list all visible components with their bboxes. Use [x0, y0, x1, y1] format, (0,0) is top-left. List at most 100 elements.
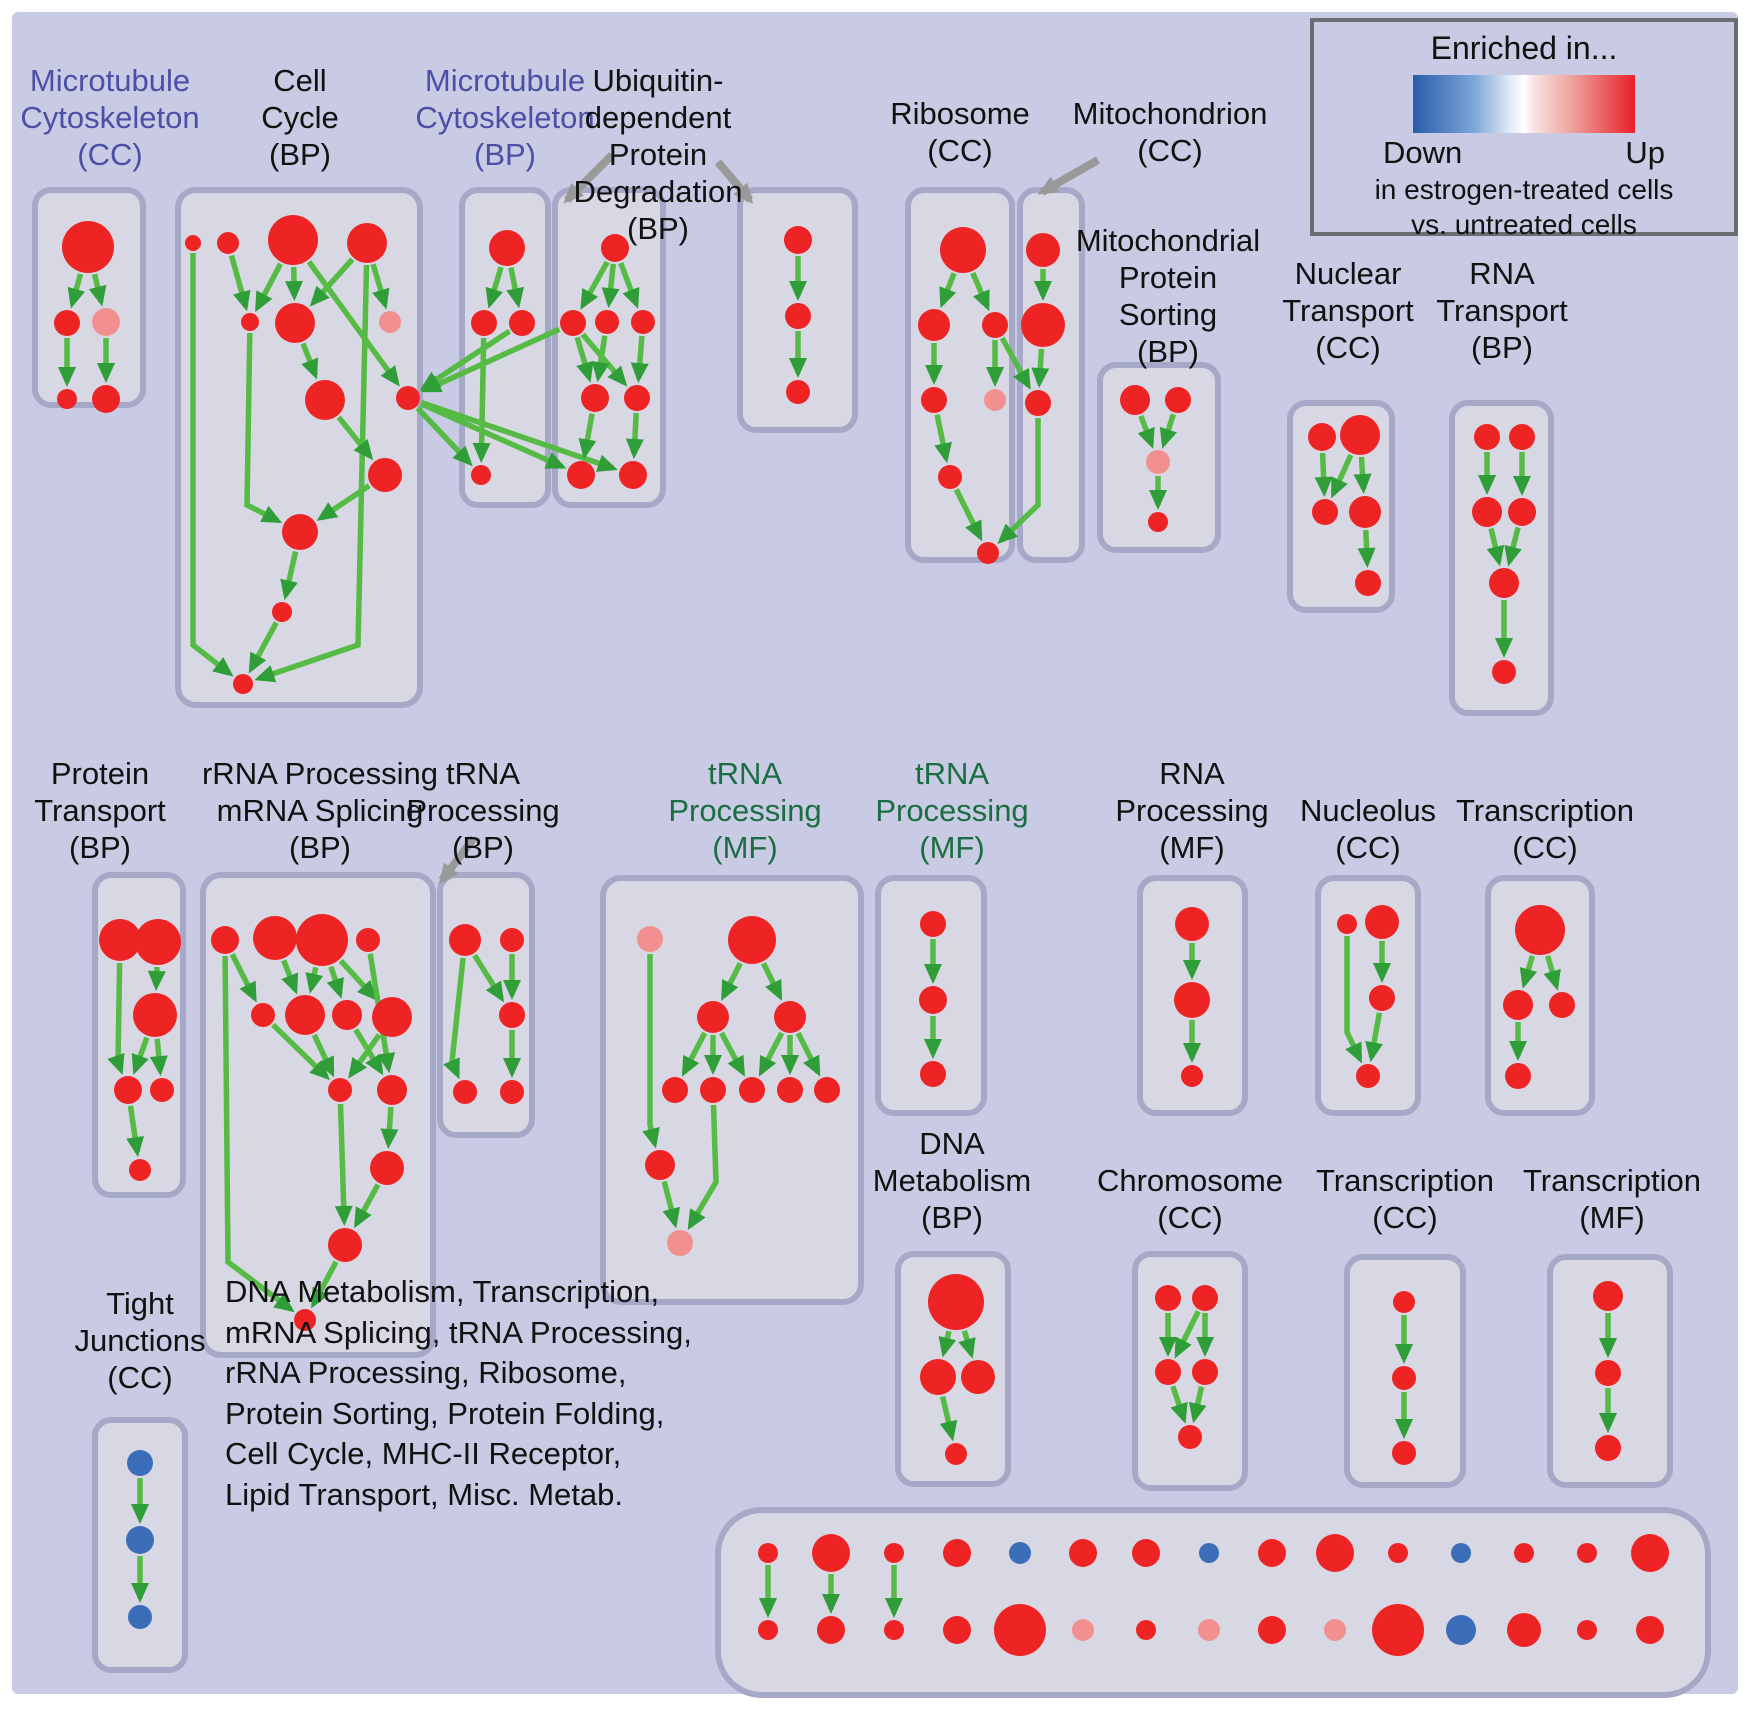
node-sb12 [1446, 1615, 1476, 1645]
edge-arrow [1365, 1012, 1383, 1063]
node-st15 [1631, 1534, 1669, 1572]
node-rt2 [1509, 424, 1535, 450]
edge-arrow [338, 958, 378, 1001]
label-transcription-cc-row3: Transcription (CC) [1315, 1163, 1495, 1235]
node-rr_b [253, 916, 297, 960]
edge-arrow [938, 1330, 957, 1358]
edge-arrow [719, 1031, 746, 1077]
edge-arrow [601, 263, 620, 309]
node-sb1 [758, 1620, 778, 1640]
node-nt4 [1349, 496, 1381, 528]
label-ubiquitin: Ubiquitin- dependent Protein Degradation… [573, 63, 743, 246]
node-mps3 [1146, 450, 1170, 474]
node-tm_m1 [697, 1001, 729, 1033]
node-cc_s [272, 602, 292, 622]
edge-arrow [1170, 1385, 1188, 1424]
edge-arrow [370, 263, 390, 310]
node-rib_b [982, 312, 1008, 338]
node-tc2_r [1549, 992, 1575, 1018]
node-mit3 [1025, 390, 1051, 416]
node-pt5 [150, 1078, 174, 1102]
node-rt6 [1492, 660, 1516, 684]
edge-arrow [420, 326, 561, 393]
node-sb10 [1324, 1619, 1346, 1641]
edge-arrow [311, 1260, 339, 1309]
edge-arrow [720, 961, 743, 1001]
edge-arrow [472, 337, 491, 463]
node-tb_e [500, 1080, 524, 1104]
node-tn3 [920, 1061, 946, 1087]
edge-arrow [107, 962, 125, 1075]
node-st6 [1069, 1539, 1097, 1567]
node-rr_e2 [285, 995, 325, 1035]
pointer-mitochondrion-box [1037, 156, 1100, 196]
label-nuclear-transport: Nuclear Transport (CC) [1282, 256, 1414, 365]
node-st10 [1316, 1534, 1354, 1572]
node-nu2 [1365, 905, 1399, 939]
label-mito-sorting: Mitochondrial Protein Sorting (BP) [1075, 223, 1261, 369]
node-mbp1 [489, 230, 525, 266]
edge-arrow [126, 1105, 144, 1158]
edge-arrow [228, 254, 251, 312]
node-nu3 [1369, 985, 1395, 1011]
label-nucleolus: Nucleolus (CC) [1299, 793, 1437, 865]
node-tmf3 [1595, 1435, 1621, 1461]
node-cc_pk [379, 311, 401, 333]
node-mbp4 [471, 465, 491, 485]
node-cc_hub [396, 386, 420, 410]
node-nt2 [1340, 415, 1380, 455]
node-tm_pkb [667, 1230, 693, 1256]
node-st9 [1258, 1539, 1286, 1567]
node-ubB1 [784, 226, 812, 254]
node-nt1 [1308, 423, 1336, 451]
edge-arrow [1504, 526, 1522, 567]
node-sb4 [943, 1616, 971, 1644]
edge-arrow [300, 342, 319, 380]
edge-arrow [1486, 527, 1505, 567]
edge-arrow [1031, 348, 1050, 388]
node-ch4 [1192, 1359, 1218, 1385]
node-ubA_b2 [619, 461, 647, 489]
node-tj2 [126, 1526, 154, 1554]
edge-arrow [580, 260, 610, 310]
node-mcc5 [92, 385, 120, 413]
node-cc_m1 [241, 313, 259, 331]
edge-arrow [281, 959, 299, 995]
node-rib_d [938, 465, 962, 489]
edge-arrow [354, 1183, 381, 1229]
node-mbp3 [509, 310, 535, 336]
edge-arrow [419, 328, 512, 391]
node-sb9 [1258, 1616, 1286, 1644]
node-rr_i [294, 1309, 316, 1331]
node-ubA_b1 [567, 461, 595, 489]
node-st3 [884, 1543, 904, 1563]
legend-up-label: Up [1625, 135, 1665, 170]
cell-cycle-box [175, 187, 423, 708]
edge-arrow [681, 1031, 708, 1077]
edge-arrow [254, 264, 370, 683]
edge-arrow [353, 1028, 384, 1076]
node-st12 [1451, 1543, 1471, 1563]
node-rt5 [1489, 568, 1519, 598]
node-tj1 [127, 1450, 153, 1476]
node-ch2 [1192, 1285, 1218, 1311]
edge-arrow [309, 257, 355, 307]
edge-arrow [661, 1180, 680, 1229]
label-microtubule-cc: Microtubule Cytoskeleton (CC) [20, 63, 200, 172]
label-trna-bp: tRNA Processing (BP) [406, 756, 560, 865]
node-mps4 [1148, 512, 1168, 532]
chromosome-box [1132, 1251, 1248, 1491]
legend-gradient-bar [1413, 75, 1635, 133]
edge-arrow [1314, 452, 1333, 497]
node-st14 [1577, 1543, 1597, 1563]
node-tb_d [453, 1080, 477, 1104]
node-rr_c [296, 914, 348, 966]
node-cc_t3 [268, 215, 318, 265]
node-st13 [1514, 1543, 1534, 1563]
node-cc_bot [233, 674, 253, 694]
label-transcription-cc-row2: Transcription (CC) [1455, 793, 1635, 865]
edge-arrow [1159, 413, 1177, 449]
node-nt3 [1312, 499, 1338, 525]
node-mcc2 [54, 310, 80, 336]
